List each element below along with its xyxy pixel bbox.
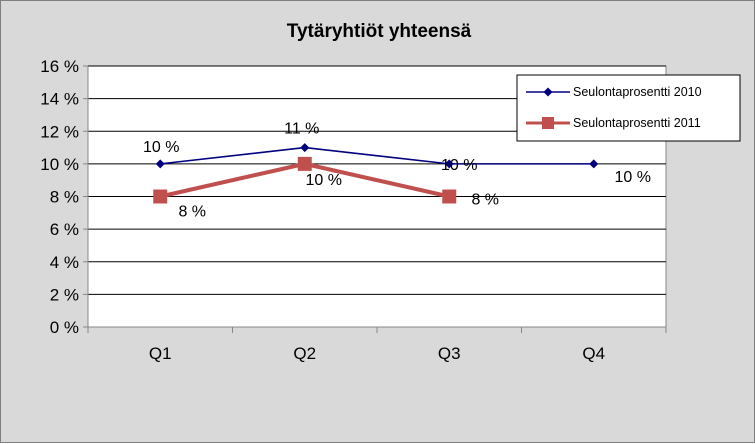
- data-label: 10 %: [441, 157, 477, 174]
- x-tick-label-q2: Q2: [293, 344, 316, 363]
- point-marker-square: [153, 189, 168, 204]
- y-tick-label: 0 %: [50, 318, 79, 337]
- data-label: 10 %: [143, 139, 179, 156]
- x-tick-label-q4: Q4: [582, 344, 605, 363]
- point-marker-diamond: [300, 143, 310, 153]
- legend-label-2011: Seulontaprosentti 2011: [573, 116, 701, 130]
- data-labels: 10 % 11 % 10 % 10 % 8 % 10 % 8 %: [143, 121, 651, 221]
- point-marker-square: [442, 189, 457, 204]
- point-marker-diamond: [444, 159, 454, 169]
- data-label: 8 %: [471, 192, 499, 209]
- legend: Seulontaprosentti 2010 Seulontaprosentti…: [516, 74, 741, 142]
- y-tick-label: 12 %: [40, 122, 79, 141]
- y-tick-label: 8 %: [50, 188, 79, 207]
- x-tick-label-q1: Q1: [149, 344, 172, 363]
- point-marker-diamond: [155, 159, 165, 169]
- series-layer: [153, 143, 599, 204]
- data-label: 10 %: [615, 169, 651, 186]
- y-tick-label: 16 %: [40, 57, 79, 76]
- chart-title: Tytäryhtiöt yhteensä: [287, 21, 472, 42]
- legend-marker-2011: [542, 117, 554, 129]
- data-label: 10 %: [306, 172, 342, 189]
- x-tick-label-q3: Q3: [438, 344, 461, 363]
- data-label: 8 %: [178, 204, 206, 221]
- y-tick-label: 2 %: [50, 285, 79, 304]
- legend-marker-2010: [543, 87, 553, 97]
- point-marker-square: [297, 156, 312, 171]
- y-tick-label: 14 %: [40, 90, 79, 109]
- y-tick-label: 10 %: [40, 155, 79, 174]
- legend-box: [516, 74, 741, 142]
- series-line-0: [160, 146, 594, 165]
- axes: 0 % 2 % 4 % 6 % 8 % 10 % 12 % 14 % 16 % Q1 Q2 Q3 Q4: [40, 57, 667, 363]
- data-label: 11 %: [284, 121, 319, 138]
- y-tick-label: 6 %: [50, 220, 79, 239]
- y-tick-label: 4 %: [50, 253, 79, 272]
- legend-label-2010: Seulontaprosentti 2010: [573, 85, 702, 99]
- point-marker-diamond: [589, 159, 599, 169]
